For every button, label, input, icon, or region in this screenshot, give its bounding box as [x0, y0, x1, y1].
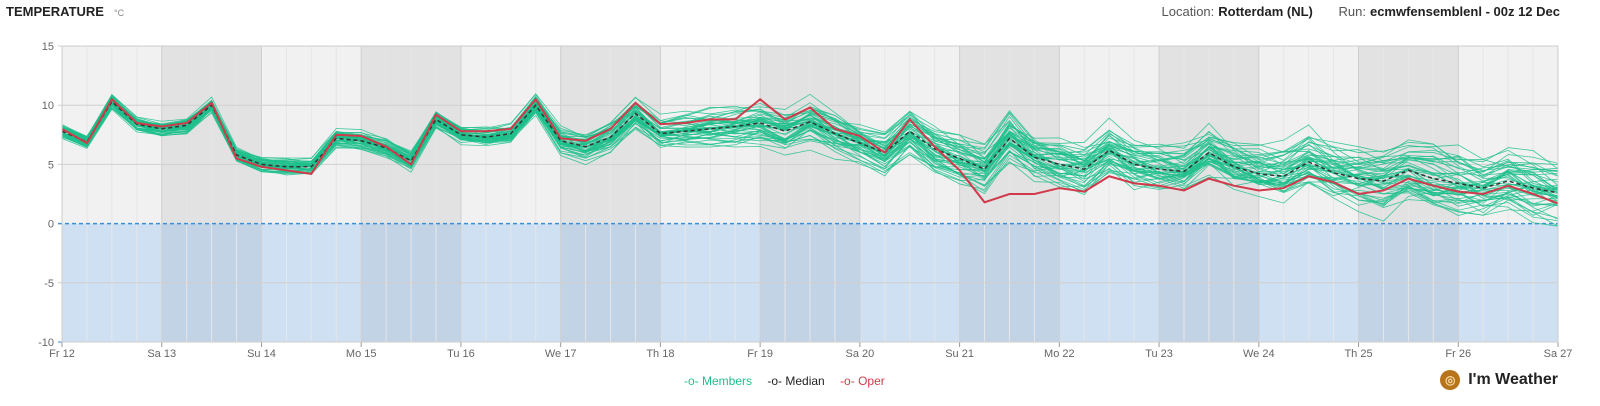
- title-text: TEMPERATURE: [6, 4, 104, 19]
- x-tick-label: Fr 12: [49, 348, 75, 360]
- x-tick-label: Tu 16: [447, 348, 475, 360]
- x-tick-label: Sa 27: [1544, 348, 1573, 360]
- chart-title: TEMPERATURE °C: [6, 4, 124, 19]
- x-tick-label: Sa 13: [147, 348, 176, 360]
- brand-logo-icon: ◎: [1440, 370, 1461, 390]
- y-tick-label: -5: [44, 278, 54, 290]
- run-value: ecmwfensemblenl - 00z 12 Dec: [1369, 4, 1560, 19]
- member-line: [61, 99, 1559, 227]
- member-line: [61, 104, 1559, 207]
- legend-oper[interactable]: -o- Oper: [840, 374, 885, 388]
- member-line: [61, 105, 1559, 206]
- oper-line: [61, 97, 1559, 205]
- x-tick-label: Mo 22: [1044, 348, 1075, 360]
- y-tick-label: 15: [42, 41, 54, 53]
- y-tick-label: -10: [38, 337, 54, 349]
- legend: -o- Members -o- Median -o- Oper: [684, 374, 897, 388]
- y-tick-label: 5: [48, 159, 54, 171]
- legend-members[interactable]: -o- Members: [684, 374, 753, 388]
- y-tick-label: 0: [48, 219, 54, 231]
- legend-members-label: Members: [702, 374, 753, 388]
- x-tick-label: Su 21: [945, 348, 974, 360]
- x-tick-label: We 17: [545, 348, 577, 360]
- legend-median-label: Median: [785, 374, 825, 388]
- x-tick-label: Fr 19: [747, 348, 773, 360]
- unit-label: °C: [113, 8, 125, 18]
- x-tick-label: Th 18: [646, 348, 674, 360]
- member-line: [61, 103, 1559, 204]
- run-info: Location: Rotterdam (NL) Run: ecmwfensembl…: [1162, 4, 1561, 19]
- legend-median[interactable]: -o- Median: [767, 374, 825, 388]
- legend-oper-label: Oper: [858, 374, 885, 388]
- location-label: Location:: [1161, 4, 1215, 19]
- location-value: Rotterdam (NL): [1218, 4, 1313, 19]
- x-tick-label: We 24: [1243, 348, 1275, 360]
- x-tick-label: Tu 23: [1145, 348, 1173, 360]
- x-tick-label: Th 25: [1344, 348, 1372, 360]
- run-label: Run:: [1338, 4, 1366, 19]
- brand-name: I'm Weather: [1468, 371, 1558, 388]
- brand: ◎ I'm Weather: [1440, 370, 1558, 390]
- y-tick-label: 10: [42, 100, 54, 112]
- member-line: [61, 96, 1559, 191]
- x-tick-label: Fr 26: [1445, 348, 1471, 360]
- x-tick-label: Mo 15: [346, 348, 377, 360]
- median-line: [61, 100, 1559, 194]
- x-tick-label: Sa 20: [845, 348, 874, 360]
- plot-border: [61, 45, 1559, 343]
- member-line: [61, 94, 1559, 187]
- x-tick-label: Su 14: [247, 348, 276, 360]
